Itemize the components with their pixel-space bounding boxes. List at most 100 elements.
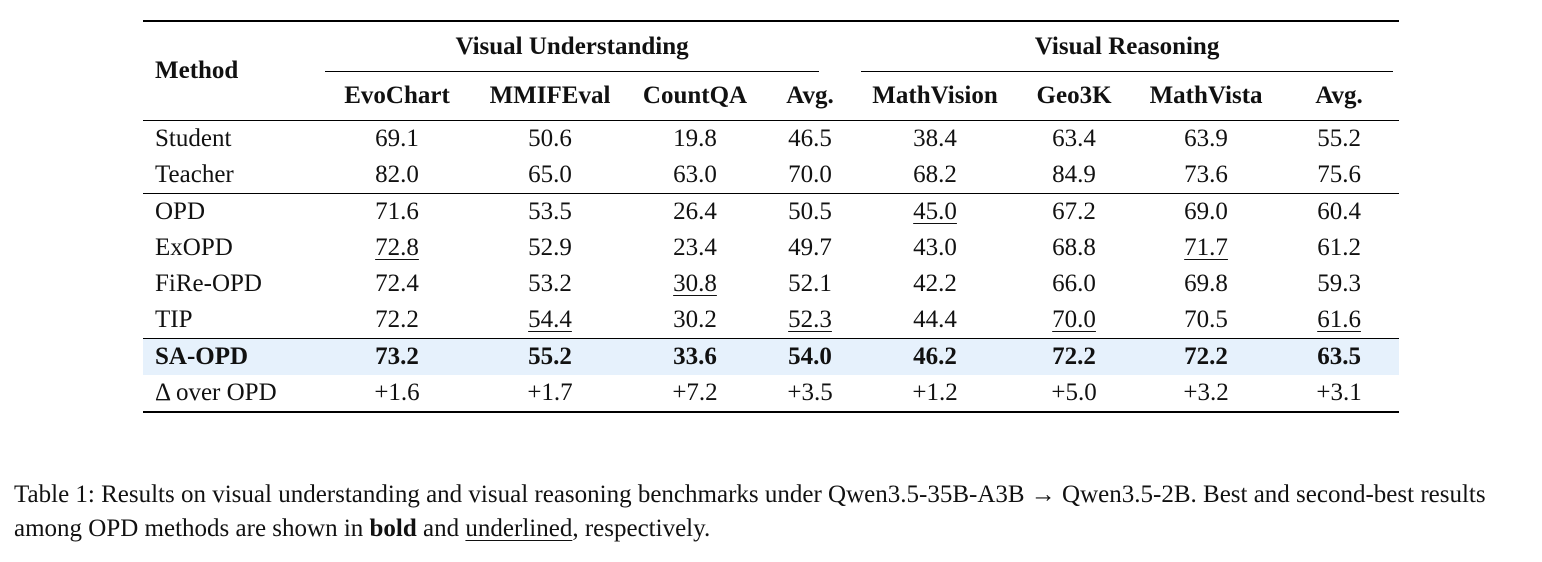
- value-cell: 72.2: [1133, 338, 1280, 375]
- group-header-visual-understanding: Visual Understanding: [319, 21, 855, 72]
- value-cell: +7.2: [672, 379, 718, 406]
- value-cell: 69.8: [1184, 270, 1228, 297]
- method-name-cell: TIP: [155, 306, 193, 333]
- value-cell: 72.2: [375, 306, 419, 333]
- method-name-cell: ExOPD: [155, 234, 233, 261]
- value-cell: 84.9: [1052, 161, 1096, 188]
- table-row: ExOPD 72.8 52.9 23.4 49.7 43.0 68.8 71.7 61.2: [143, 230, 1399, 266]
- value-cell: 63.0: [673, 161, 717, 188]
- value-cell: 69.1: [375, 125, 419, 152]
- value-cell: 54.4: [475, 302, 625, 339]
- value-cell: 63.5: [1279, 338, 1400, 375]
- value-cell: 66.0: [1052, 270, 1096, 297]
- value-cell: 70.0: [788, 161, 832, 188]
- column-header: MathVista: [1149, 82, 1263, 109]
- value-cell: 30.2: [673, 306, 717, 333]
- value-cell: +1.6: [374, 379, 420, 406]
- value-cell: 26.4: [673, 198, 717, 225]
- caption-and: and: [416, 515, 466, 542]
- table-row: SA-OPD 73.2 55.2 33.6 54.0 46.2 72.2 72.2 63.5: [143, 338, 1400, 375]
- value-cell: 19.8: [673, 125, 717, 152]
- value-cell: 43.0: [913, 234, 957, 261]
- value-cell: 54.0: [765, 338, 856, 375]
- results-table: Method Visual Understanding Visual Reaso…: [143, 20, 1400, 413]
- value-cell: 75.6: [1317, 161, 1361, 188]
- value-cell: 60.4: [1317, 198, 1361, 225]
- value-cell: 30.8: [625, 266, 765, 302]
- caption-underline-word: underlined: [465, 515, 573, 542]
- column-header: Avg.: [1315, 82, 1363, 109]
- value-cell: 53.2: [528, 270, 572, 297]
- method-name-cell: Teacher: [155, 161, 234, 188]
- value-cell: 72.2: [1015, 338, 1134, 375]
- value-cell: 52.1: [788, 270, 832, 297]
- table-body: Student 69.1 50.6 19.8 46.5 38.4 63.4 63.9 55.2 T…: [143, 120, 1400, 412]
- value-cell: 61.6: [1279, 302, 1399, 339]
- caption-bold-word: bold: [369, 515, 417, 542]
- value-cell: 63.4: [1052, 125, 1096, 152]
- table-caption: Table 1: Results on visual understanding…: [14, 478, 1529, 546]
- table-row: Teacher 82.0 65.0 63.0 70.0 68.2 84.9 73.6 75.6: [143, 157, 1399, 194]
- column-header: Avg.: [786, 82, 834, 109]
- value-cell: 72.8: [319, 230, 475, 266]
- value-cell: 46.5: [788, 125, 832, 152]
- table-row: Student 69.1 50.6 19.8 46.5 38.4 63.4 63.9 55.2: [143, 120, 1400, 158]
- value-cell: +3.5: [787, 379, 833, 406]
- value-cell: 71.7: [1133, 230, 1279, 266]
- value-cell: 67.2: [1052, 198, 1096, 225]
- value-cell: 72.4: [375, 270, 419, 297]
- value-cell: 49.7: [788, 234, 832, 261]
- table-row: Δ over OPD +1.6 +1.7 +7.2 +3.5 +1.2 +5.0 +3.2 +3…: [143, 375, 1400, 412]
- group-header-label: Visual Understanding: [319, 22, 825, 72]
- value-cell: 73.2: [319, 338, 475, 375]
- group-header-visual-reasoning: Visual Reasoning: [855, 21, 1399, 72]
- value-cell: 59.3: [1317, 270, 1361, 297]
- value-cell: 33.6: [625, 338, 765, 375]
- second-best-value: 70.0: [1052, 306, 1096, 333]
- second-best-value: 52.3: [788, 306, 832, 333]
- second-best-value: 54.4: [528, 306, 572, 333]
- second-best-value: 71.7: [1184, 234, 1228, 261]
- value-cell: 53.5: [528, 198, 572, 225]
- value-cell: +1.7: [527, 379, 573, 406]
- value-cell: +3.1: [1316, 379, 1362, 406]
- column-header: MMIFEval: [489, 82, 611, 109]
- group-header-label: Visual Reasoning: [855, 22, 1399, 72]
- value-cell: 65.0: [528, 161, 572, 188]
- value-cell: 45.0: [855, 194, 1015, 231]
- value-cell: 55.2: [475, 338, 625, 375]
- value-cell: 69.0: [1184, 198, 1228, 225]
- value-cell: 55.2: [1317, 125, 1361, 152]
- method-name-cell: OPD: [155, 198, 206, 225]
- caption-tail: , respectively.: [572, 515, 711, 542]
- method-name-cell: FiRe-OPD: [155, 270, 262, 297]
- value-cell: 50.5: [788, 198, 832, 225]
- column-header: MathVision: [872, 82, 998, 109]
- caption-text: Table 1: Results on visual understanding…: [14, 481, 1486, 542]
- value-cell: 46.2: [855, 338, 1016, 375]
- second-best-value: 61.6: [1317, 306, 1361, 333]
- table-row: TIP 72.2 54.4 30.2 52.3 44.4 70.0 70.5 61.6: [143, 302, 1399, 339]
- results-table-container: Method Visual Understanding Visual Reaso…: [143, 20, 1400, 413]
- method-name-cell: SA-OPD: [143, 338, 319, 375]
- value-cell: 63.9: [1184, 125, 1228, 152]
- second-best-value: 72.8: [375, 234, 419, 261]
- value-cell: +1.2: [912, 379, 958, 406]
- method-name-cell: Student: [155, 125, 232, 152]
- value-cell: 50.6: [528, 125, 572, 152]
- value-cell: 68.2: [913, 161, 957, 188]
- value-cell: 68.8: [1052, 234, 1096, 261]
- second-best-value: 45.0: [913, 198, 957, 225]
- value-cell: 52.9: [528, 234, 572, 261]
- value-cell: 73.6: [1184, 161, 1228, 188]
- value-cell: 23.4: [673, 234, 717, 261]
- column-header: EvoChart: [344, 82, 450, 109]
- column-header: CountQA: [642, 82, 748, 109]
- value-cell: 82.0: [375, 161, 419, 188]
- table-header: Method Visual Understanding Visual Reaso…: [143, 21, 1400, 121]
- value-cell: 70.5: [1184, 306, 1228, 333]
- table-row: FiRe-OPD 72.4 53.2 30.8 52.1 42.2 66.0 69.8 59.3: [143, 266, 1399, 302]
- value-cell: 61.2: [1317, 234, 1361, 261]
- value-cell: +5.0: [1051, 379, 1097, 406]
- column-header: Geo3K: [1036, 82, 1112, 109]
